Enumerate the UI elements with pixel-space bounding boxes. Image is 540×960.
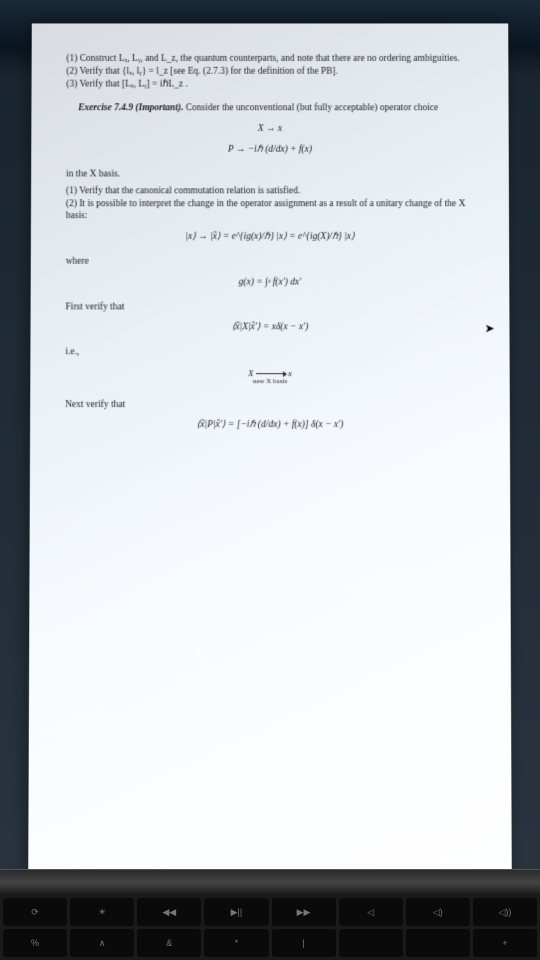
item-2: (2) Verify that {lₓ, lᵧ} = l_z [see Eq. … xyxy=(66,66,473,79)
key-brightness[interactable]: ☀ xyxy=(70,898,134,926)
equation-x: X → x xyxy=(66,123,474,136)
laptop-hinge xyxy=(0,869,540,895)
key-prev[interactable]: ◀◀ xyxy=(137,898,201,926)
equation-x-matrix: ⟨x̃|X|x̃′⟩ = xδ(x − x′) xyxy=(65,322,474,335)
part-2: (2) It is possible to interpret the chan… xyxy=(66,198,474,223)
key-vol-down[interactable]: ◁) xyxy=(406,898,470,926)
keyboard-row-2: % ∧ & * | + xyxy=(3,929,537,957)
exercise-text: Consider the unconventional (but fully a… xyxy=(183,104,438,114)
where-label: where xyxy=(66,256,475,269)
key-mute[interactable]: ◁ xyxy=(339,898,403,926)
exercise-heading: Exercise 7.4.9 (Important). Consider the… xyxy=(66,103,474,116)
key-minus[interactable] xyxy=(406,929,470,957)
part-1: (1) Verify that the canonical commutatio… xyxy=(66,185,474,198)
key-5[interactable]: % xyxy=(3,929,67,957)
key-play[interactable]: ▶|| xyxy=(204,898,268,926)
next-verify: Next verify that xyxy=(65,399,475,412)
key-fn[interactable]: ⟳ xyxy=(3,898,67,926)
document-page: (1) Construct Lₓ, Lᵧ, and L_z, the quant… xyxy=(28,23,512,883)
equation-g: g(x) = ∫ˣ f(x′) dx′ xyxy=(66,276,475,289)
key-vol-up[interactable]: ◁)) xyxy=(473,898,537,926)
equation-p: P → −iℏ (d/dx) + f(x) xyxy=(66,144,474,157)
exercise-label: Exercise 7.4.9 (Important). xyxy=(78,104,183,114)
keyboard: ⟳ ☀ ◀◀ ▶|| ▶▶ ◁ ◁) ◁)) % ∧ & * | + xyxy=(0,895,540,960)
key-9[interactable]: | xyxy=(272,929,336,957)
diagram-caption: new X basis xyxy=(65,377,475,386)
key-plus[interactable]: + xyxy=(473,929,537,957)
key-6[interactable]: ∧ xyxy=(70,929,134,957)
key-next[interactable]: ▶▶ xyxy=(272,898,336,926)
key-0[interactable] xyxy=(339,929,403,957)
key-8[interactable]: * xyxy=(204,929,268,957)
key-7[interactable]: & xyxy=(137,929,201,957)
equation-p-matrix: ⟨x̃|P|x̃′⟩ = [−iℏ (d/dx) + f(x)] δ(x − x… xyxy=(65,419,475,432)
keyboard-row-1: ⟳ ☀ ◀◀ ▶|| ▶▶ ◁ ◁) ◁)) xyxy=(3,898,537,926)
item-3: (3) Verify that [Lₓ, Lᵧ] = iℏL_z . xyxy=(66,78,473,91)
item-1: (1) Construct Lₓ, Lᵧ, and L_z, the quant… xyxy=(66,53,473,66)
arrow-icon xyxy=(256,374,286,375)
cursor-icon: ➤ xyxy=(484,320,494,336)
ie-label: i.e., xyxy=(65,346,474,359)
basis-text: in the X basis. xyxy=(66,168,474,181)
equation-transform: |x⟩ → |x̃⟩ = e^{ig(x)/ℏ} |x⟩ = e^{ig(X)/… xyxy=(66,231,475,244)
arrow-diagram: X x new X basis xyxy=(65,367,475,387)
first-verify: First verify that xyxy=(65,301,474,314)
